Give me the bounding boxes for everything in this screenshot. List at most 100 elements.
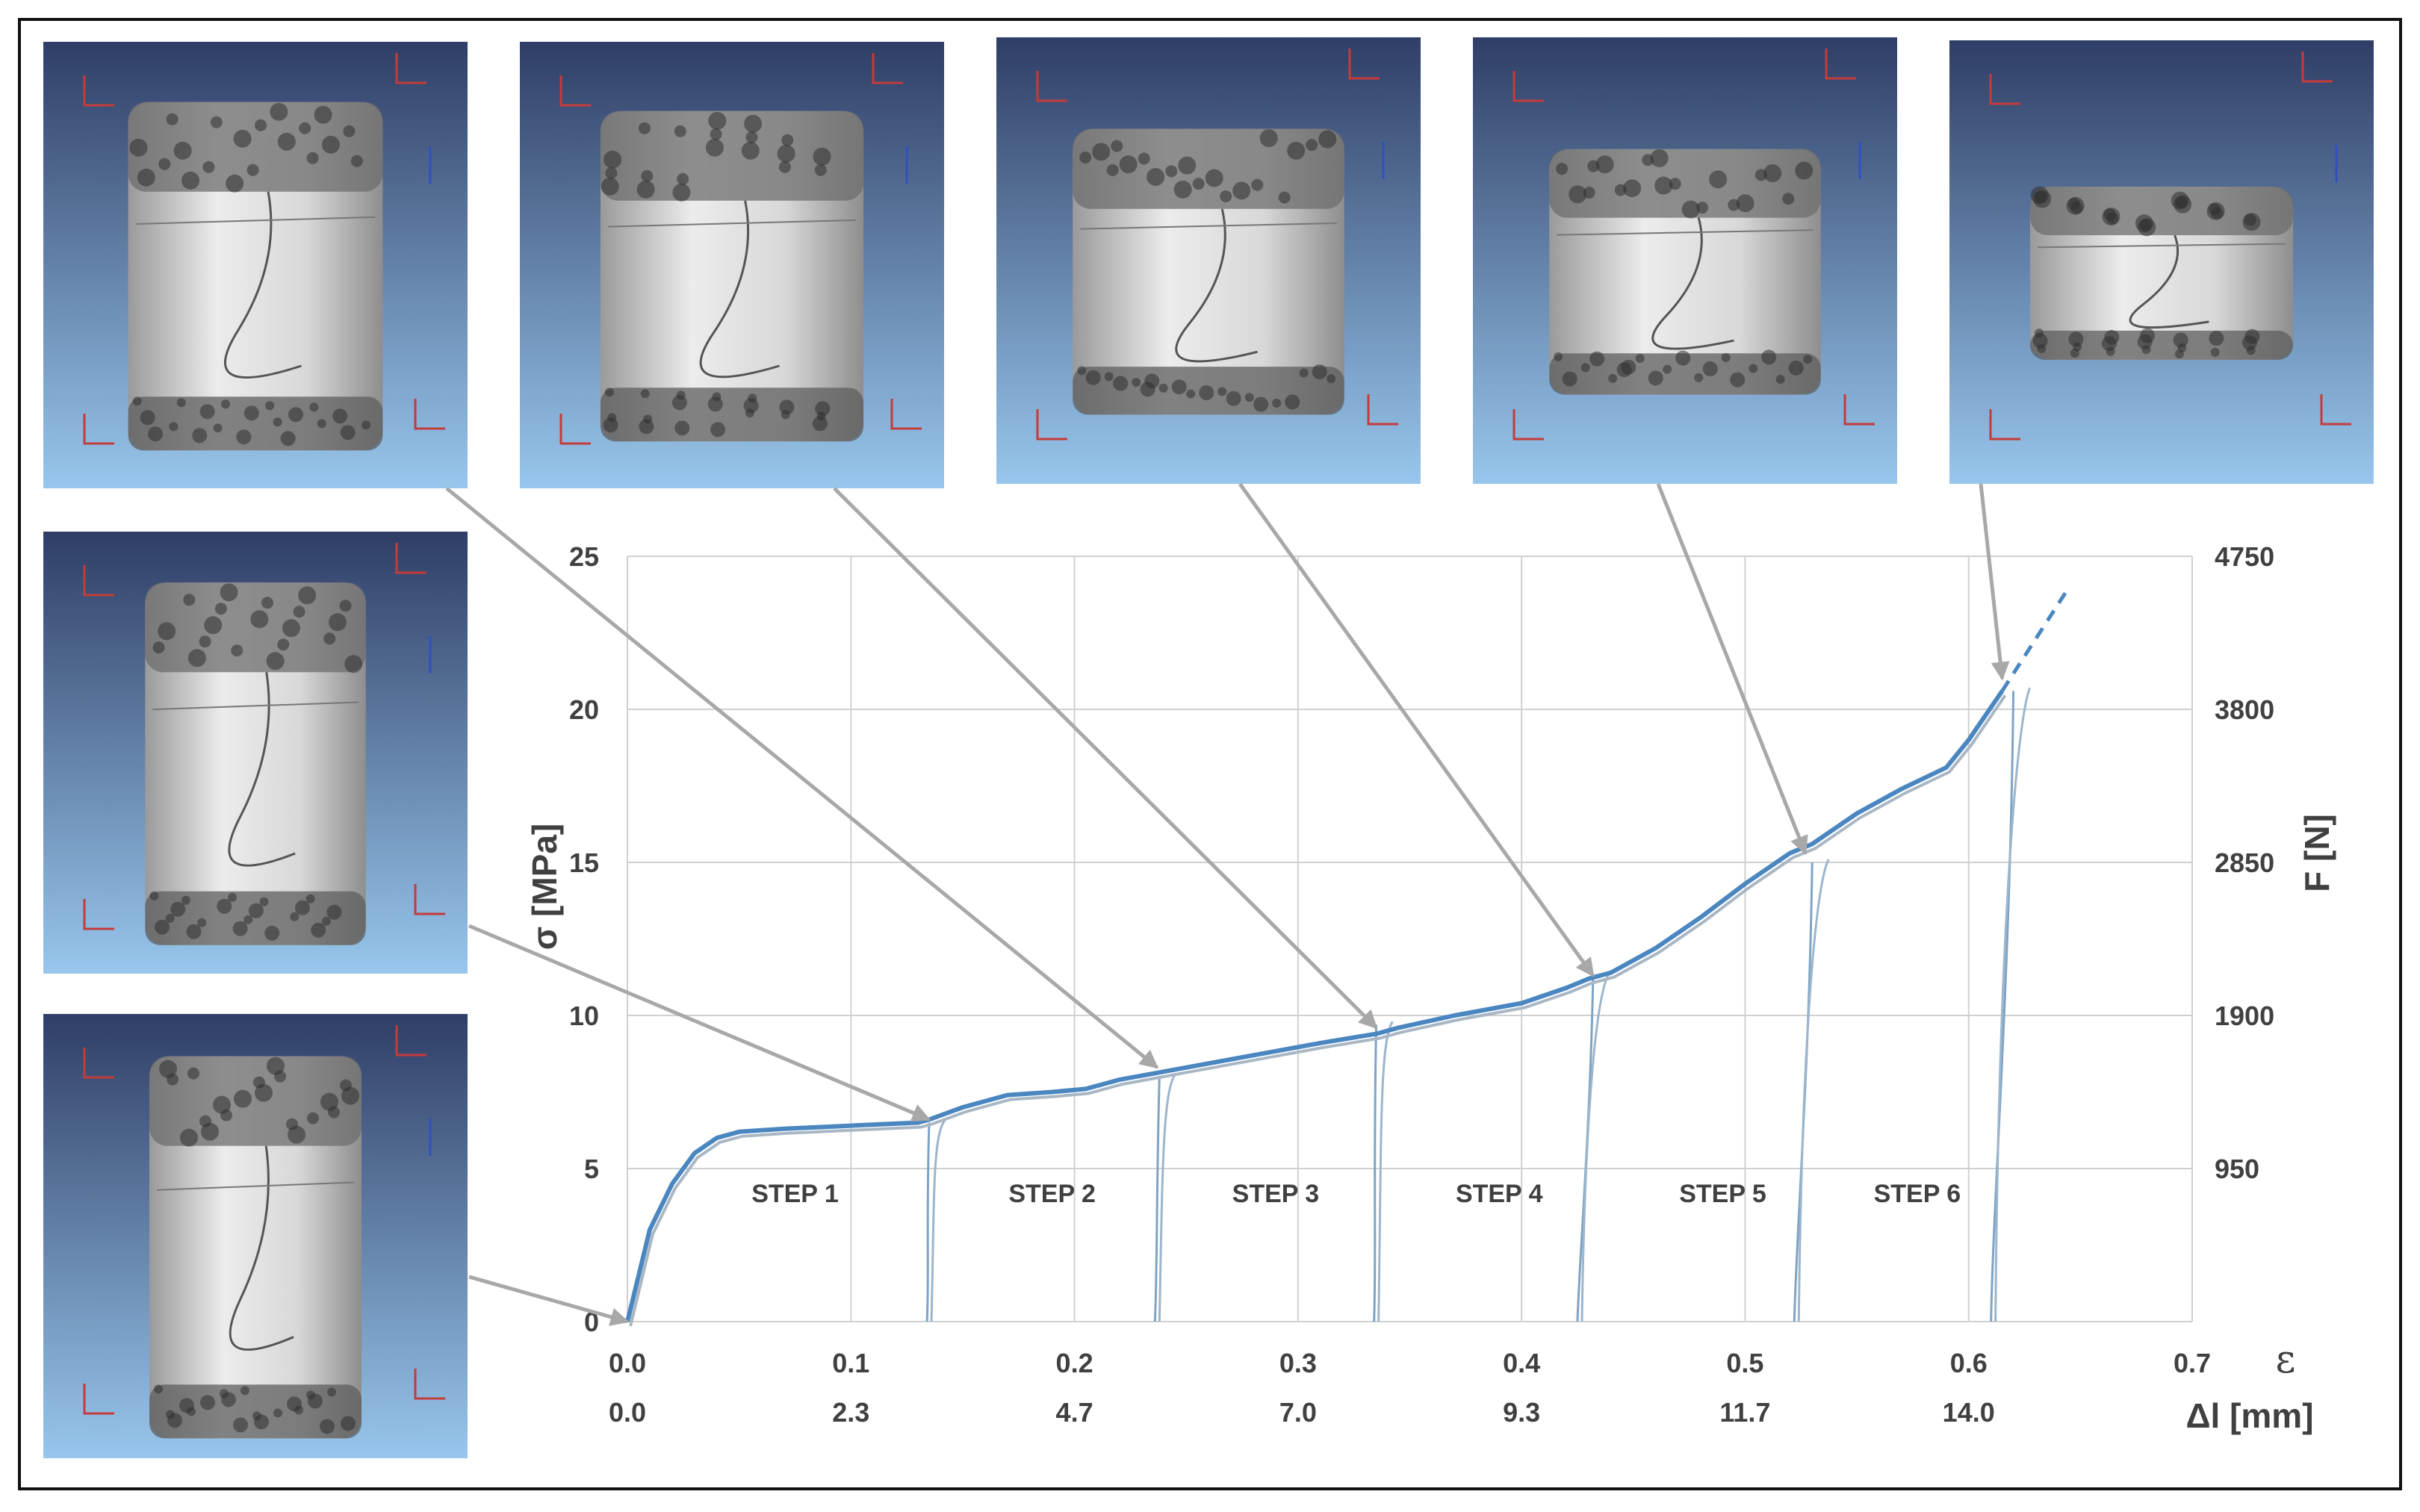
pore — [282, 619, 300, 638]
pore — [259, 897, 269, 906]
pore — [1186, 389, 1196, 399]
pore — [2244, 329, 2260, 344]
pore — [165, 913, 175, 923]
pore — [2211, 207, 2224, 220]
reloading-branch — [1377, 1021, 1394, 1322]
unloading-branch — [1793, 862, 1814, 1322]
pore — [1312, 364, 1327, 379]
y-tick-label: 15 — [569, 847, 599, 878]
pore — [712, 392, 722, 402]
pore — [226, 174, 244, 193]
viewer-corner-marker — [1512, 71, 1544, 102]
unloading-branch — [1373, 1024, 1378, 1322]
pore — [320, 1419, 335, 1434]
pore — [1217, 387, 1227, 396]
pore — [1278, 191, 1291, 204]
pore — [197, 918, 207, 927]
pore — [1763, 164, 1782, 182]
pore — [306, 1390, 315, 1400]
pore — [1140, 382, 1155, 397]
pore — [236, 429, 252, 445]
pore — [638, 122, 651, 134]
x-tick-label-strain: 0.6 — [1950, 1348, 1988, 1378]
pore — [243, 405, 259, 421]
curve-extrapolation — [2000, 585, 2071, 692]
x-tick-label-displacement: 11.7 — [1719, 1397, 1770, 1428]
pore — [137, 168, 155, 187]
pore — [339, 600, 352, 612]
pore — [154, 1384, 163, 1394]
pore — [158, 622, 176, 641]
stress-strain-curve — [625, 689, 2005, 1322]
viewer-corner-marker — [2301, 52, 2333, 83]
viewer-corner-marker — [1989, 74, 2020, 105]
pore — [744, 114, 763, 133]
pore — [2210, 347, 2220, 357]
annotation-arrow — [468, 1275, 630, 1326]
pore — [601, 177, 619, 196]
pore — [252, 1411, 261, 1421]
viewer-corner-marker — [1348, 49, 1380, 80]
viewer-corner-marker — [1036, 409, 1067, 441]
pore — [241, 1386, 249, 1396]
pore — [321, 916, 331, 926]
pore — [140, 410, 155, 426]
pore — [710, 128, 722, 140]
pore — [1138, 152, 1150, 165]
x-tick-label-displacement: 14.0 — [1943, 1397, 1995, 1428]
pore — [1736, 194, 1754, 213]
pore — [181, 895, 190, 905]
pore — [280, 431, 296, 447]
interface-line — [2037, 243, 2286, 249]
crack-line — [699, 200, 780, 379]
annotation-arrow — [1238, 482, 1595, 977]
pore — [1681, 200, 1700, 219]
pore — [187, 1067, 199, 1080]
pore — [323, 632, 336, 645]
pore — [305, 894, 315, 903]
pore — [362, 420, 370, 430]
pore — [265, 401, 275, 411]
pore — [227, 892, 237, 902]
pore — [192, 428, 208, 444]
pore — [1654, 176, 1673, 195]
pore — [813, 147, 831, 166]
pore — [287, 1396, 302, 1412]
pore — [1158, 383, 1168, 393]
x-tick-label-strain: 0.5 — [1726, 1348, 1763, 1378]
pore — [202, 161, 215, 173]
pore — [343, 125, 356, 137]
pore — [255, 119, 267, 131]
viewer-corner-marker — [1843, 394, 1875, 426]
pore — [2032, 333, 2048, 349]
pore — [326, 904, 342, 920]
pore — [2177, 343, 2187, 352]
pore — [246, 164, 259, 176]
pore — [210, 116, 223, 128]
pore — [1199, 385, 1214, 400]
viewer-corner-marker — [1825, 49, 1856, 80]
pore — [286, 1118, 298, 1130]
pore — [677, 172, 689, 185]
step-label: STEP 1 — [751, 1180, 839, 1208]
pore — [299, 122, 311, 134]
pore — [180, 1128, 198, 1147]
pore — [187, 649, 206, 668]
x-tick-label-strain: 0.2 — [1056, 1348, 1093, 1378]
unloading-branches — [925, 687, 2031, 1322]
pore — [214, 603, 227, 615]
pore — [307, 1112, 319, 1124]
pore — [779, 399, 795, 415]
viewer-corner-marker — [1512, 409, 1544, 441]
viewer-corner-marker — [414, 1369, 445, 1400]
pore — [344, 655, 363, 673]
pore — [317, 419, 326, 429]
porous-top-band — [2029, 187, 2294, 236]
pore — [1595, 155, 1614, 174]
pore — [314, 105, 332, 124]
pore — [745, 131, 758, 143]
pore — [327, 1387, 336, 1397]
viewer-corner-marker — [83, 565, 114, 597]
pore — [328, 613, 347, 632]
pore — [674, 125, 686, 137]
